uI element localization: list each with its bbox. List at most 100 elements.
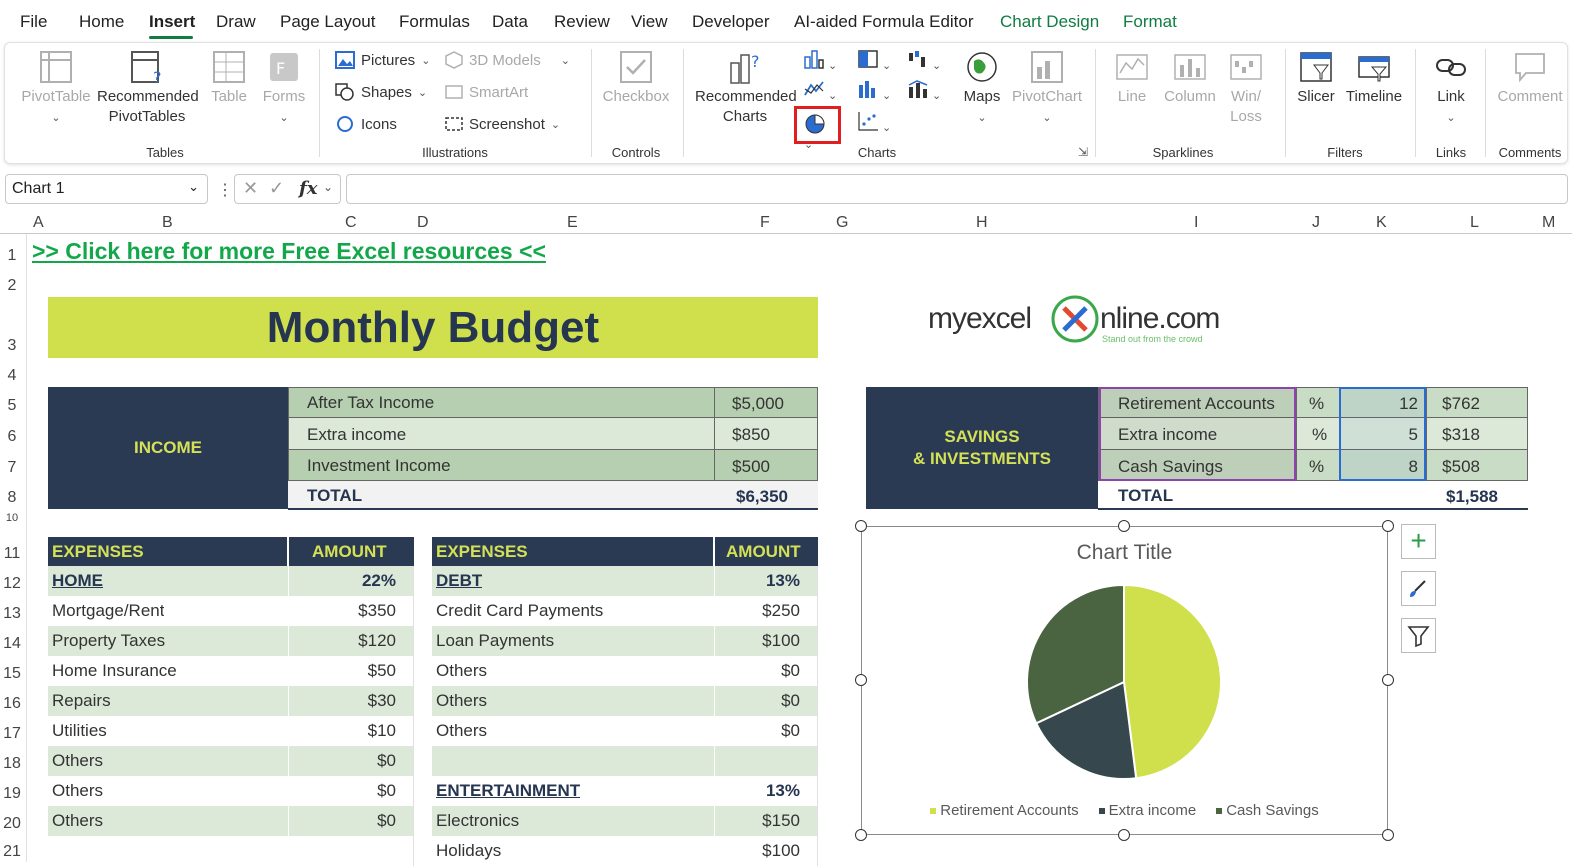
row-header[interactable]: 15: [3, 665, 21, 682]
table-row[interactable]: [48, 596, 414, 626]
waterfall-chart-button[interactable]: ⌄: [907, 49, 947, 73]
row-header[interactable]: 10: [5, 512, 19, 524]
savings-total-row[interactable]: [1098, 481, 1528, 510]
income-total-row[interactable]: [288, 481, 818, 510]
legend-item[interactable]: Extra income: [1098, 802, 1196, 819]
savings-row[interactable]: [1098, 450, 1528, 481]
forms-button[interactable]: F Forms ⌄: [259, 49, 309, 128]
row-header[interactable]: 20: [3, 815, 21, 832]
pie-slice-cash-savings[interactable]: [1026, 583, 1125, 725]
table-button[interactable]: Table: [205, 49, 253, 107]
table-row[interactable]: [432, 596, 818, 626]
column-header-k[interactable]: K: [1376, 214, 1387, 231]
chart-object[interactable]: Chart Title Retirement Accounts Extra inc…: [861, 526, 1388, 835]
row-header[interactable]: 14: [3, 635, 21, 652]
resize-handle[interactable]: [1118, 829, 1130, 841]
legend-item[interactable]: Cash Savings: [1216, 802, 1319, 819]
column-chart-button[interactable]: ⌄: [803, 49, 843, 73]
income-row[interactable]: [288, 450, 818, 481]
free-resources-link[interactable]: >> Click here for more Free Excel resour…: [32, 238, 546, 264]
row-header[interactable]: 12: [3, 575, 21, 592]
resize-handle[interactable]: [1382, 520, 1394, 532]
resize-handle[interactable]: [855, 520, 867, 532]
column-header-f[interactable]: F: [760, 214, 770, 231]
menu-page-layout[interactable]: Page Layout: [280, 12, 376, 31]
row-header[interactable]: 18: [3, 755, 21, 772]
table-row[interactable]: [432, 776, 818, 806]
table-row[interactable]: [48, 776, 414, 806]
combo-chart-button[interactable]: ⌄: [907, 79, 947, 103]
hierarchy-chart-button[interactable]: ⌄: [857, 49, 897, 73]
slicer-button[interactable]: Slicer: [1293, 49, 1339, 107]
comment-button[interactable]: Comment: [1495, 49, 1565, 107]
menu-chart-design[interactable]: Chart Design: [1000, 12, 1100, 31]
table-row[interactable]: [48, 716, 414, 746]
resize-handle[interactable]: [855, 674, 867, 686]
row-header[interactable]: 8: [7, 489, 17, 506]
table-row[interactable]: [432, 566, 818, 596]
pictures-button[interactable]: Pictures ⌄: [335, 51, 430, 69]
table-row[interactable]: [432, 746, 818, 776]
sparkline-winloss-button[interactable]: Win/Loss: [1223, 49, 1269, 127]
table-row[interactable]: [432, 686, 818, 716]
row-header[interactable]: 21: [3, 843, 21, 860]
income-row[interactable]: [288, 418, 818, 450]
column-header-j[interactable]: J: [1312, 214, 1320, 231]
link-button[interactable]: Link ⌄: [1425, 49, 1477, 128]
table-row[interactable]: [48, 626, 414, 656]
column-header-c[interactable]: C: [345, 214, 357, 231]
chart-legend[interactable]: Retirement Accounts Extra income Cash Savi…: [862, 802, 1387, 819]
row-header[interactable]: 5: [7, 397, 17, 414]
pie-slice-extra-income[interactable]: [1034, 680, 1138, 780]
recommended-pivottables-button[interactable]: ? Recommended PivotTables: [97, 49, 199, 127]
legend-item[interactable]: Retirement Accounts: [930, 802, 1079, 819]
screenshot-button[interactable]: Screenshot ⌄: [445, 115, 560, 133]
line-chart-button[interactable]: ⌄: [803, 79, 843, 103]
menu-data[interactable]: Data: [492, 12, 528, 31]
savings-row[interactable]: [1098, 387, 1528, 418]
column-header-a[interactable]: A: [33, 214, 44, 231]
checkbox-button[interactable]: Checkbox: [601, 49, 671, 107]
statistic-chart-button[interactable]: ⌄: [857, 79, 897, 103]
row-header[interactable]: 4: [7, 367, 17, 384]
column-header-m[interactable]: M: [1542, 214, 1556, 231]
chart-elements-button[interactable]: +: [1401, 524, 1436, 559]
enter-icon[interactable]: ✓: [269, 178, 285, 198]
3d-models-button[interactable]: 3D Models ⌄: [445, 51, 570, 69]
menu-home[interactable]: Home: [79, 12, 125, 31]
menu-developer[interactable]: Developer: [692, 12, 770, 31]
name-box[interactable]: Chart 1 ⌄: [5, 174, 208, 204]
row-header[interactable]: 16: [3, 695, 21, 712]
income-row[interactable]: [288, 387, 818, 418]
cancel-icon[interactable]: ✕: [243, 178, 259, 198]
charts-dialog-launcher-icon[interactable]: ⇲: [1078, 145, 1089, 159]
row-header[interactable]: 19: [3, 785, 21, 802]
menu-insert[interactable]: Insert: [149, 12, 196, 31]
column-header-b[interactable]: B: [162, 214, 173, 231]
table-row[interactable]: [432, 656, 818, 686]
timeline-button[interactable]: Timeline: [1343, 49, 1405, 107]
chart-title[interactable]: Chart Title: [1076, 541, 1173, 564]
table-row[interactable]: [48, 566, 414, 596]
row-header[interactable]: 3: [7, 337, 17, 354]
row-header[interactable]: 1: [7, 247, 17, 264]
menu-draw[interactable]: Draw: [216, 12, 256, 31]
menu-review[interactable]: Review: [554, 12, 610, 31]
table-row[interactable]: [432, 716, 818, 746]
column-header-i[interactable]: I: [1194, 214, 1199, 231]
chevron-down-icon[interactable]: ⌄: [323, 180, 334, 194]
sparkline-line-button[interactable]: Line: [1109, 49, 1155, 107]
formula-input[interactable]: [346, 174, 1568, 204]
resize-handle[interactable]: [855, 829, 867, 841]
row-header[interactable]: 11: [3, 545, 21, 562]
table-row[interactable]: [432, 806, 818, 836]
pie-chart[interactable]: [862, 527, 1389, 836]
menu-formulas[interactable]: Formulas: [399, 12, 470, 31]
resize-handle[interactable]: [1382, 674, 1394, 686]
chart-filters-button[interactable]: [1401, 618, 1436, 653]
table-row[interactable]: [48, 836, 414, 866]
pivottable-button[interactable]: PivotTable ⌄: [21, 49, 91, 128]
maps-button[interactable]: Maps ⌄: [957, 49, 1007, 128]
table-row[interactable]: [432, 836, 818, 866]
column-header-h[interactable]: H: [976, 214, 988, 231]
